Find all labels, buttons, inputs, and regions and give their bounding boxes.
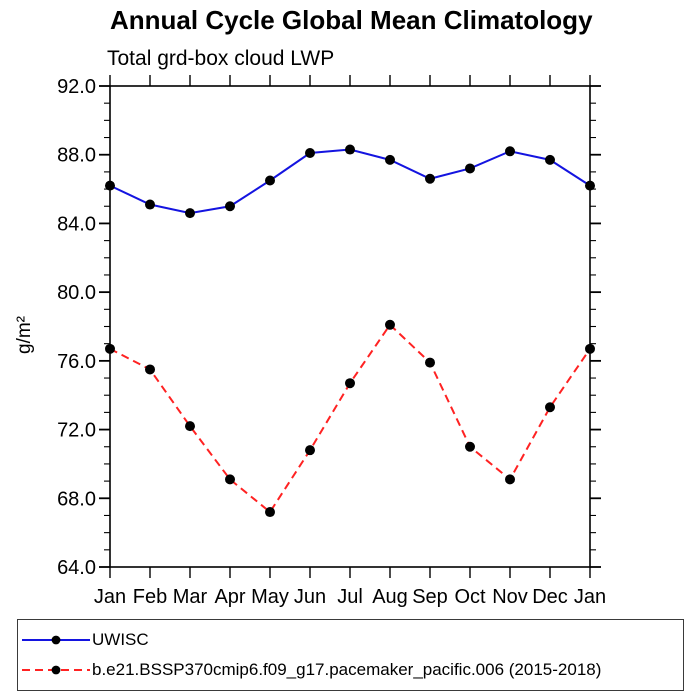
plot-frame [109, 85, 591, 568]
y-tick-label: 92.0 [57, 76, 96, 98]
data-point-uwisc-jan [585, 180, 595, 191]
x-tick-label: Oct [454, 586, 486, 608]
x-tick-label: Nov [492, 586, 528, 608]
plot-area: 64.0 68.0 72.0 76.0 80.0 84.0 88.0 92.0 Jan Feb Ma… [14, 75, 606, 608]
legend-item-model: b.e21.BSSP370cmip6.f09_g17.pacemaker_pac… [20, 657, 683, 684]
data-point-model-may [265, 507, 275, 518]
legend-box: UWISC b.e21.BSSP370cmip6.f09_g17.pacemak… [17, 619, 684, 691]
data-point-model-jun [305, 445, 315, 456]
data-point-uwisc-apr [225, 201, 235, 212]
x-tick-label: May [251, 586, 289, 608]
x-tick-label: Jan [94, 586, 126, 608]
legend-label-uwisc: UWISC [92, 630, 149, 649]
data-point-model-dec [545, 402, 555, 413]
y-tick-label: 80.0 [57, 282, 96, 304]
y-tick-label: 84.0 [57, 213, 96, 235]
y-tick-label: 76.0 [57, 351, 96, 373]
data-point-uwisc-sep [425, 173, 435, 184]
y-tick-label: 88.0 [57, 145, 96, 167]
data-point-model-mar [185, 421, 195, 432]
y-tick-label: 64.0 [57, 557, 96, 579]
x-tick-label: Dec [532, 586, 568, 608]
x-tick-label: Mar [173, 586, 208, 608]
legend-marker-icon [51, 665, 61, 675]
legend-line-sample-dashed [22, 665, 90, 675]
data-point-model-feb [145, 364, 155, 375]
data-point-uwisc-oct [465, 163, 475, 174]
data-point-model-jul [345, 378, 355, 389]
x-tick-label: Sep [412, 586, 448, 608]
data-point-model-oct [465, 441, 475, 452]
data-point-uwisc-jan [105, 180, 115, 191]
series-line-model [109, 323, 591, 514]
x-tick-label: Jun [294, 586, 326, 608]
legend-item-uwisc: UWISC [20, 627, 683, 654]
legend-marker-icon [51, 635, 61, 645]
data-point-model-nov [505, 474, 515, 485]
data-point-model-sep [425, 357, 435, 368]
y-tick-label: 72.0 [57, 420, 96, 442]
data-point-model-apr [225, 474, 235, 485]
data-point-uwisc-may [265, 175, 275, 186]
legend-label-model: b.e21.BSSP370cmip6.f09_g17.pacemaker_pac… [92, 660, 602, 679]
data-point-uwisc-jul [345, 144, 355, 155]
y-axis-label: g/m² [14, 316, 35, 354]
data-point-uwisc-jun [305, 147, 315, 158]
data-point-uwisc-feb [145, 199, 155, 210]
data-point-uwisc-aug [385, 154, 395, 165]
data-point-model-aug [385, 319, 395, 330]
data-point-uwisc-dec [545, 154, 555, 165]
x-tick-label: Aug [372, 586, 408, 608]
chart-subtitle: Total grd-box cloud LWP [107, 47, 335, 70]
x-tick-label: Apr [214, 586, 245, 608]
x-tick-label: Feb [133, 586, 167, 608]
x-tick-label: Jul [337, 586, 363, 608]
data-point-model-jan [105, 343, 115, 354]
x-tick-label: Jan [574, 586, 606, 608]
legend-line-sample-solid [22, 635, 90, 645]
data-point-model-jan [585, 343, 595, 354]
data-point-uwisc-nov [505, 146, 515, 157]
data-point-uwisc-mar [185, 208, 195, 219]
chart-title: Annual Cycle Global Mean Climatology [110, 5, 593, 35]
series-line-uwisc [109, 148, 591, 215]
y-tick-label: 68.0 [57, 488, 96, 510]
